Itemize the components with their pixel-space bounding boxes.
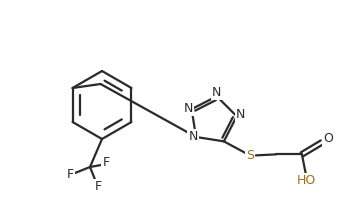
Text: F: F: [94, 181, 102, 194]
Text: F: F: [67, 169, 73, 182]
Text: N: N: [184, 102, 193, 115]
Text: N: N: [236, 108, 245, 121]
Text: N: N: [212, 86, 222, 99]
Text: F: F: [102, 157, 110, 170]
Text: N: N: [188, 130, 198, 143]
Text: HO: HO: [296, 174, 316, 187]
Text: S: S: [246, 149, 254, 162]
Text: O: O: [323, 132, 333, 145]
